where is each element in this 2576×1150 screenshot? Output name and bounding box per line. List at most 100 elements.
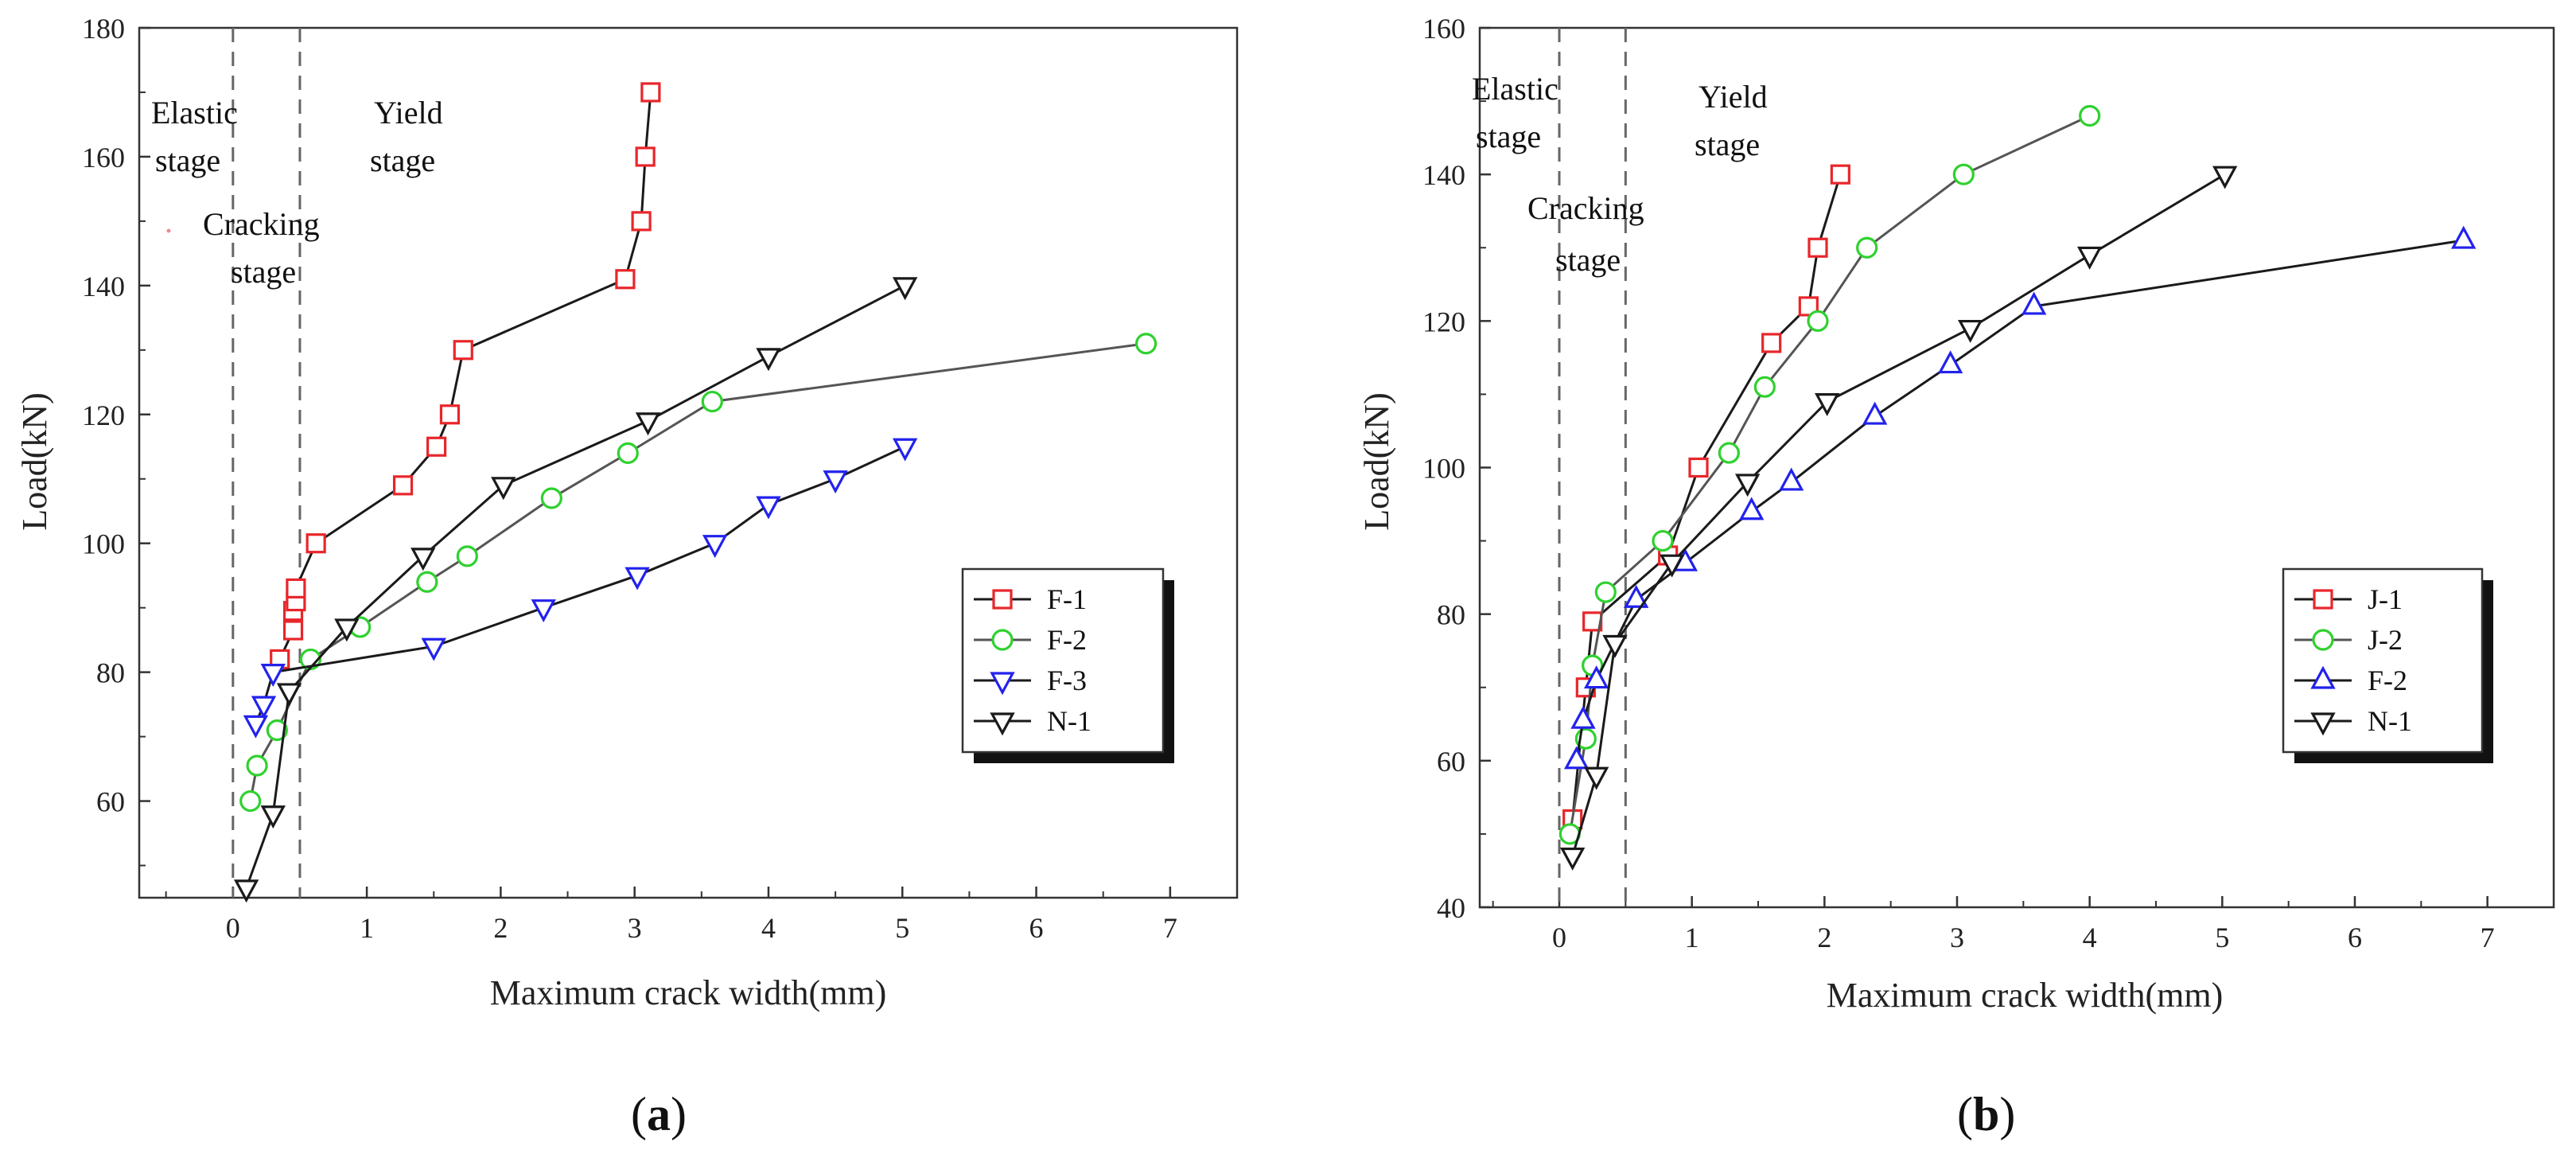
legend-label-N-1: N-1 (2368, 705, 2412, 737)
y-tick-label: 80 (1437, 599, 1465, 631)
x-tick-label: 0 (1552, 922, 1566, 953)
data-point-N-1 (1659, 554, 1685, 578)
legend: F-1 F-2 F-3 N-1 (961, 567, 1174, 763)
chart-panel-a: 0 1 2 3 4 5 6 7 60 80 100 120 140 160 180 Maximum crack… (15, 13, 1239, 1140)
panel-label-close: ) (1999, 1088, 2015, 1140)
x-tick-label: 2 (493, 912, 508, 944)
data-point-J-2 (1753, 376, 1776, 398)
data-point-N-1 (1602, 634, 1628, 658)
data-point-F-2 (617, 442, 639, 464)
data-point-N-1 (1583, 766, 1609, 790)
y-tick-label: 160 (82, 142, 125, 173)
data-point-F-1 (640, 82, 661, 103)
data-point-F-2 (2450, 225, 2477, 249)
x-tick-label: 3 (1950, 922, 1964, 953)
series-N-1 (233, 277, 918, 903)
legend-label-F-2: F-2 (2368, 665, 2407, 696)
stage-label-elastic: stage (155, 142, 220, 178)
x-tick-label: 7 (2481, 922, 2495, 953)
data-point-N-1 (1559, 847, 1586, 871)
series-F-3 (243, 438, 918, 739)
data-point-J-2 (1718, 442, 1740, 464)
x-axis-title: Maximum crack width(mm) (1827, 976, 2224, 1015)
data-point-F-3 (243, 715, 269, 739)
y-tick-label: 100 (82, 528, 125, 560)
data-point-J-1 (1807, 237, 1828, 258)
data-point-F-3 (702, 535, 728, 559)
y-tick-label: 40 (1437, 892, 1465, 924)
data-point-F-3 (892, 438, 918, 462)
series-F-2 (239, 333, 1158, 813)
stage-label-yield: stage (1695, 127, 1760, 162)
data-point-J-1 (1830, 164, 1850, 185)
stage-label-elastic: Elastic (1472, 71, 1558, 107)
data-point-F-1 (635, 146, 656, 167)
series-line-N-1 (245, 284, 906, 889)
y-tick-label: 180 (82, 13, 125, 45)
x-tick-label: 2 (1817, 922, 1831, 953)
data-point-N-1 (892, 277, 918, 301)
stage-label-elastic: stage (1476, 119, 1541, 154)
data-point-N-1 (1957, 319, 1983, 343)
y-tick-label: 60 (1437, 746, 1465, 778)
data-point-J-1 (1761, 333, 1782, 353)
legend-marker-N-1 (990, 712, 1015, 736)
legend-marker-F-2 (2310, 665, 2336, 689)
data-point-J-2 (2079, 104, 2101, 127)
data-point-F-2 (246, 754, 268, 777)
data-point-F-3 (260, 664, 286, 687)
series-line-J-2 (1568, 115, 2091, 835)
data-point-F-3 (756, 496, 781, 520)
data-point-F-1 (392, 475, 414, 496)
y-tick-label: 160 (1422, 13, 1465, 45)
stage-label-cracking: Cracking (203, 206, 320, 242)
data-point-F-2 (1862, 401, 1888, 425)
data-point-J-2 (1594, 581, 1617, 603)
panel-label-close: ) (671, 1088, 687, 1140)
series-line-F-1 (278, 92, 652, 661)
data-point-J-2 (1856, 236, 1878, 259)
data-point-F-2 (2021, 291, 2047, 315)
legend-label-F-3: F-3 (1047, 665, 1087, 696)
data-point-F-2 (1570, 705, 1596, 729)
y-axis-title: Load(kN) (15, 392, 54, 531)
data-point-N-1 (635, 412, 661, 436)
legend-marker-F-3 (990, 672, 1015, 696)
x-tick-label: 6 (1029, 912, 1044, 944)
y-tick-label: 140 (1422, 159, 1465, 191)
data-point-F-1 (282, 620, 304, 641)
legend-label-N-1: N-1 (1047, 705, 1091, 737)
data-point-N-1 (411, 548, 436, 571)
data-point-F-3 (625, 567, 650, 591)
series-F-1 (270, 82, 661, 670)
data-point-F-2 (416, 571, 438, 593)
x-tick-label: 3 (628, 912, 642, 944)
data-point-N-1 (2076, 246, 2103, 270)
legend-marker-F-1 (992, 589, 1013, 610)
legend-marker-N-1 (2310, 712, 2336, 736)
series-line-N-1 (1571, 173, 2226, 856)
data-point-F-2 (239, 789, 262, 813)
x-tick-label: 1 (1685, 922, 1699, 953)
y-tick-label: 120 (82, 400, 125, 431)
panel-label-open: ( (631, 1088, 647, 1140)
stage-label-cracking: stage (231, 254, 296, 290)
stage-label-yield: stage (370, 142, 435, 178)
data-point-N-1 (1734, 474, 1761, 497)
panel-label: (b) (1957, 1088, 2015, 1140)
data-point-F-2 (1937, 350, 1963, 374)
y-tick-label: 60 (96, 786, 125, 818)
y-tick-label: 80 (96, 657, 125, 689)
chart-panel-b: 0 1 2 3 4 5 6 7 40 60 80 100 120 140 160 Maximum crack … (1357, 13, 2555, 1140)
data-point-J-1 (1798, 296, 1819, 317)
x-tick-label: 6 (2348, 922, 2362, 953)
panel-label: (a) (631, 1088, 687, 1140)
y-axis-title: Load(kN) (1357, 392, 1396, 531)
y-tick-label: 120 (1422, 306, 1465, 337)
plot-frame (138, 26, 1239, 899)
data-point-N-1 (491, 477, 516, 501)
x-tick-label: 7 (1163, 912, 1177, 944)
data-point-F-3 (251, 696, 277, 719)
x-tick-label: 0 (226, 912, 240, 944)
data-point-N-1 (334, 618, 360, 642)
